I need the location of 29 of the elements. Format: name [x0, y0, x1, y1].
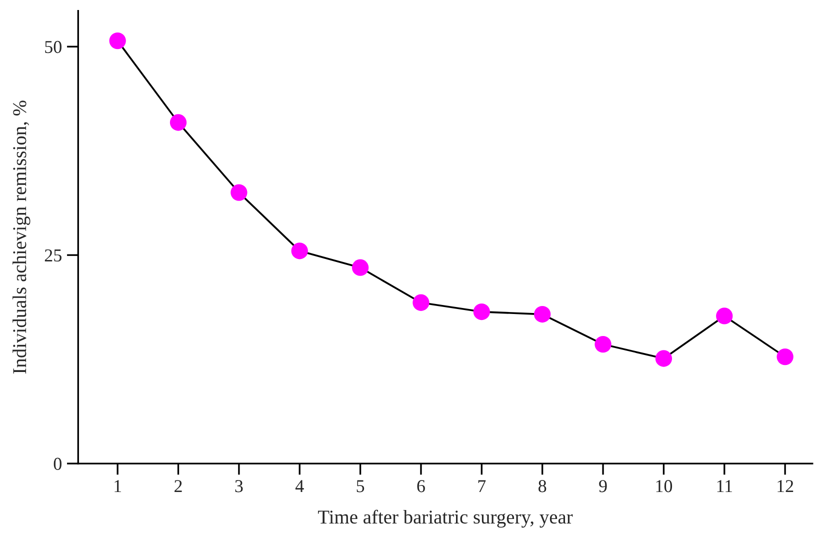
y-tick-label: 0 [54, 458, 62, 470]
x-tick-label: 4 [295, 480, 304, 492]
point [412, 294, 430, 311]
point [230, 184, 248, 201]
x-tick-label: 12 [778, 480, 794, 492]
point [594, 336, 612, 353]
point [109, 32, 126, 50]
y-axis-title: Individuals achievign remission, % [12, 100, 30, 374]
x-tick-label: 1 [114, 480, 122, 492]
y-tick-label: 25 [44, 249, 62, 262]
point [655, 350, 672, 367]
x-tick-label: 8 [538, 480, 546, 492]
point [473, 303, 490, 320]
point [352, 259, 369, 276]
y-tick-label: 50 [45, 40, 62, 54]
x-tick-label: 2 [174, 480, 182, 492]
x-tick-label: 7 [478, 480, 486, 492]
point [170, 114, 187, 131]
x-axis-title: Time after bariatric surgery, year [318, 510, 573, 528]
point [534, 306, 551, 323]
point [716, 308, 733, 324]
point [776, 348, 794, 366]
x-tick-label: 5 [356, 480, 364, 492]
x-tick-label: 10 [656, 480, 672, 492]
x-tick-label: 9 [599, 480, 607, 492]
point [291, 242, 308, 260]
x-tick-label: 6 [417, 480, 425, 492]
x-tick-label: 11 [717, 480, 732, 492]
x-tick-label: 3 [235, 480, 243, 492]
